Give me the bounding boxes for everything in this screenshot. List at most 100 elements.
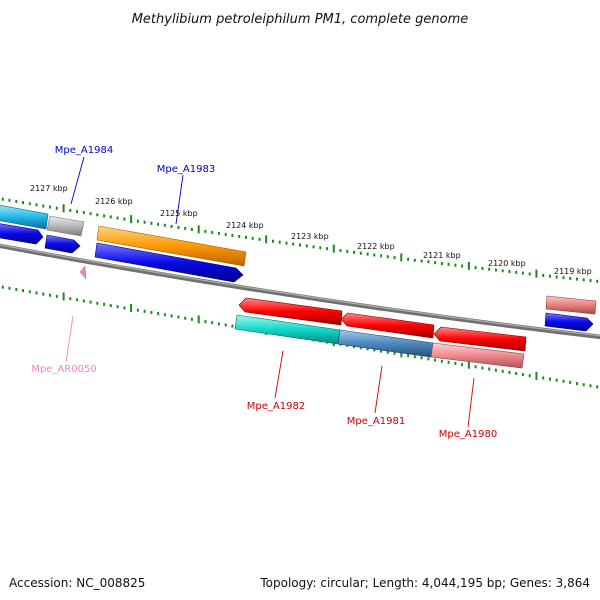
outer-ruler-minor-tick <box>454 263 457 267</box>
outer-ruler-minor-tick <box>515 270 518 274</box>
outer-ruler-minor-tick <box>42 204 45 208</box>
gene-red-2[interactable] <box>340 312 435 339</box>
inner-ruler-minor-tick <box>89 300 92 304</box>
ruler-label-2127: 2127 kbp <box>30 184 68 193</box>
outer-ruler-minor-tick <box>562 276 565 280</box>
outer-ruler-minor-tick <box>576 277 578 281</box>
outer-ruler-minor-tick <box>35 203 38 207</box>
label-leader-lines <box>65 156 475 428</box>
inner-ruler-minor-tick <box>393 351 396 355</box>
label-Mpe_AR0050[interactable]: Mpe_AR0050 <box>31 364 96 375</box>
outer-ruler-minor-tick <box>305 244 308 248</box>
gene-outer-gray[interactable] <box>46 215 85 237</box>
outer-ruler-minor-tick <box>224 232 227 236</box>
forward-inner-genes <box>0 223 594 332</box>
outer-ruler-minor-tick <box>96 213 99 217</box>
outer-ruler-minor-tick <box>582 278 585 282</box>
gene-outer-cyan[interactable] <box>0 205 49 230</box>
ruler-label-2124: 2124 kbp <box>226 221 264 230</box>
outer-ruler-minor-tick <box>292 242 295 246</box>
outer-ruler-major-tick <box>62 204 65 213</box>
inner-ruler-minor-tick <box>28 290 31 294</box>
ruler-labels: 2127 kbp 2126 kbp 2125 kbp 2124 kbp 2123… <box>30 184 592 276</box>
gene-red-1[interactable] <box>238 297 343 326</box>
inner-ruler-minor-tick <box>217 322 220 326</box>
outer-ruler-minor-tick <box>143 220 146 224</box>
outer-ruler-minor-tick <box>278 240 281 244</box>
outer-ruler-minor-tick <box>217 231 220 235</box>
gene-blue-4[interactable] <box>544 312 594 332</box>
inner-ruler-minor-tick <box>150 310 153 314</box>
gene-Mpe_A1984[interactable] <box>44 234 81 254</box>
gene-outer-salmon[interactable] <box>545 295 597 315</box>
ruler-label-2126: 2126 kbp <box>95 197 133 206</box>
label-Mpe_A1981[interactable]: Mpe_A1981 <box>347 416 405 427</box>
outer-ruler-minor-tick <box>28 202 31 206</box>
outer-ruler-major-tick <box>265 235 268 244</box>
inner-ruler-minor-tick <box>224 323 227 327</box>
inner-ruler-minor-tick <box>555 378 558 382</box>
inner-ruler-minor-tick <box>103 302 106 306</box>
inner-ruler-minor-tick <box>542 376 545 380</box>
gene-Mpe_A1983[interactable] <box>94 242 244 283</box>
inner-ruler-minor-tick <box>454 361 457 365</box>
outer-ruler-minor-tick <box>319 246 322 250</box>
outer-ruler-minor-tick <box>393 256 396 260</box>
outer-ruler-minor-tick <box>204 229 207 233</box>
outer-ruler-minor-tick <box>346 249 349 253</box>
inner-ruler-minor-tick <box>22 289 24 293</box>
gene-Mpe_AR0050[interactable] <box>79 265 87 280</box>
inner-ruler-minor-tick <box>211 321 214 325</box>
outer-ruler-minor-tick <box>420 259 423 263</box>
outer-ruler-minor-tick <box>413 258 416 262</box>
inner-ruler-minor-tick <box>1 285 4 289</box>
inner-ruler-major-tick <box>62 292 65 301</box>
outer-ruler-minor-tick <box>69 208 72 212</box>
inner-ruler-minor-tick <box>143 309 146 313</box>
inner-ruler-minor-tick <box>184 316 187 320</box>
outer-ruler-minor-tick <box>380 254 383 258</box>
inner-ruler-minor-tick <box>420 356 423 360</box>
outer-ruler-minor-tick <box>386 255 389 259</box>
outer-ruler-minor-tick <box>123 217 126 221</box>
label-Mpe_A1984[interactable]: Mpe_A1984 <box>55 145 113 156</box>
inner-ruler-minor-tick <box>582 383 585 387</box>
outer-ruler-minor-tick <box>285 241 288 245</box>
inner-ruler-minor-tick <box>49 293 51 297</box>
inner-ruler-minor-tick <box>407 354 410 358</box>
outer-ruler-minor-tick <box>109 215 112 219</box>
outer-ruler-minor-tick <box>366 252 369 256</box>
outer-ruler-minor-tick <box>184 226 187 230</box>
inner-ruler-minor-tick <box>157 312 160 316</box>
outer-ruler-minor-tick <box>170 224 173 228</box>
inner-ruler-minor-tick <box>549 377 551 381</box>
inner-ruler-minor-tick <box>380 349 383 353</box>
gene-red-3[interactable] <box>433 326 527 352</box>
outer-ruler-minor-tick <box>211 230 214 234</box>
inner-ruler-minor-tick <box>353 345 355 349</box>
outer-ruler-minor-tick <box>76 210 79 213</box>
leader-Mpe_A1982 <box>274 350 284 399</box>
gene-outer-orange[interactable] <box>96 225 247 267</box>
outer-tick-ruler <box>1 197 599 283</box>
outer-ruler-minor-tick <box>596 279 599 283</box>
inner-ruler-major-tick <box>197 315 200 324</box>
inner-ruler-minor-tick <box>481 366 484 370</box>
outer-ruler-minor-tick <box>326 247 328 251</box>
inner-ruler-minor-tick <box>177 315 180 319</box>
leader-Mpe_AR0050 <box>65 315 74 363</box>
label-Mpe_A1980[interactable]: Mpe_A1980 <box>439 429 497 440</box>
gene-Mpe_A1980[interactable] <box>430 342 525 369</box>
outer-ruler-minor-tick <box>447 262 450 266</box>
label-Mpe_A1983[interactable]: Mpe_A1983 <box>157 164 215 175</box>
outer-ruler-minor-tick <box>89 212 92 216</box>
outer-ruler-minor-tick <box>407 257 410 261</box>
outer-ruler-major-tick <box>197 225 200 234</box>
gene-blue-1[interactable] <box>0 223 44 245</box>
label-Mpe_A1982[interactable]: Mpe_A1982 <box>247 401 305 412</box>
outer-ruler-minor-tick <box>299 243 301 247</box>
outer-ruler-minor-tick <box>501 269 504 273</box>
inner-ruler-minor-tick <box>123 306 126 310</box>
inner-ruler-minor-tick <box>461 363 464 367</box>
